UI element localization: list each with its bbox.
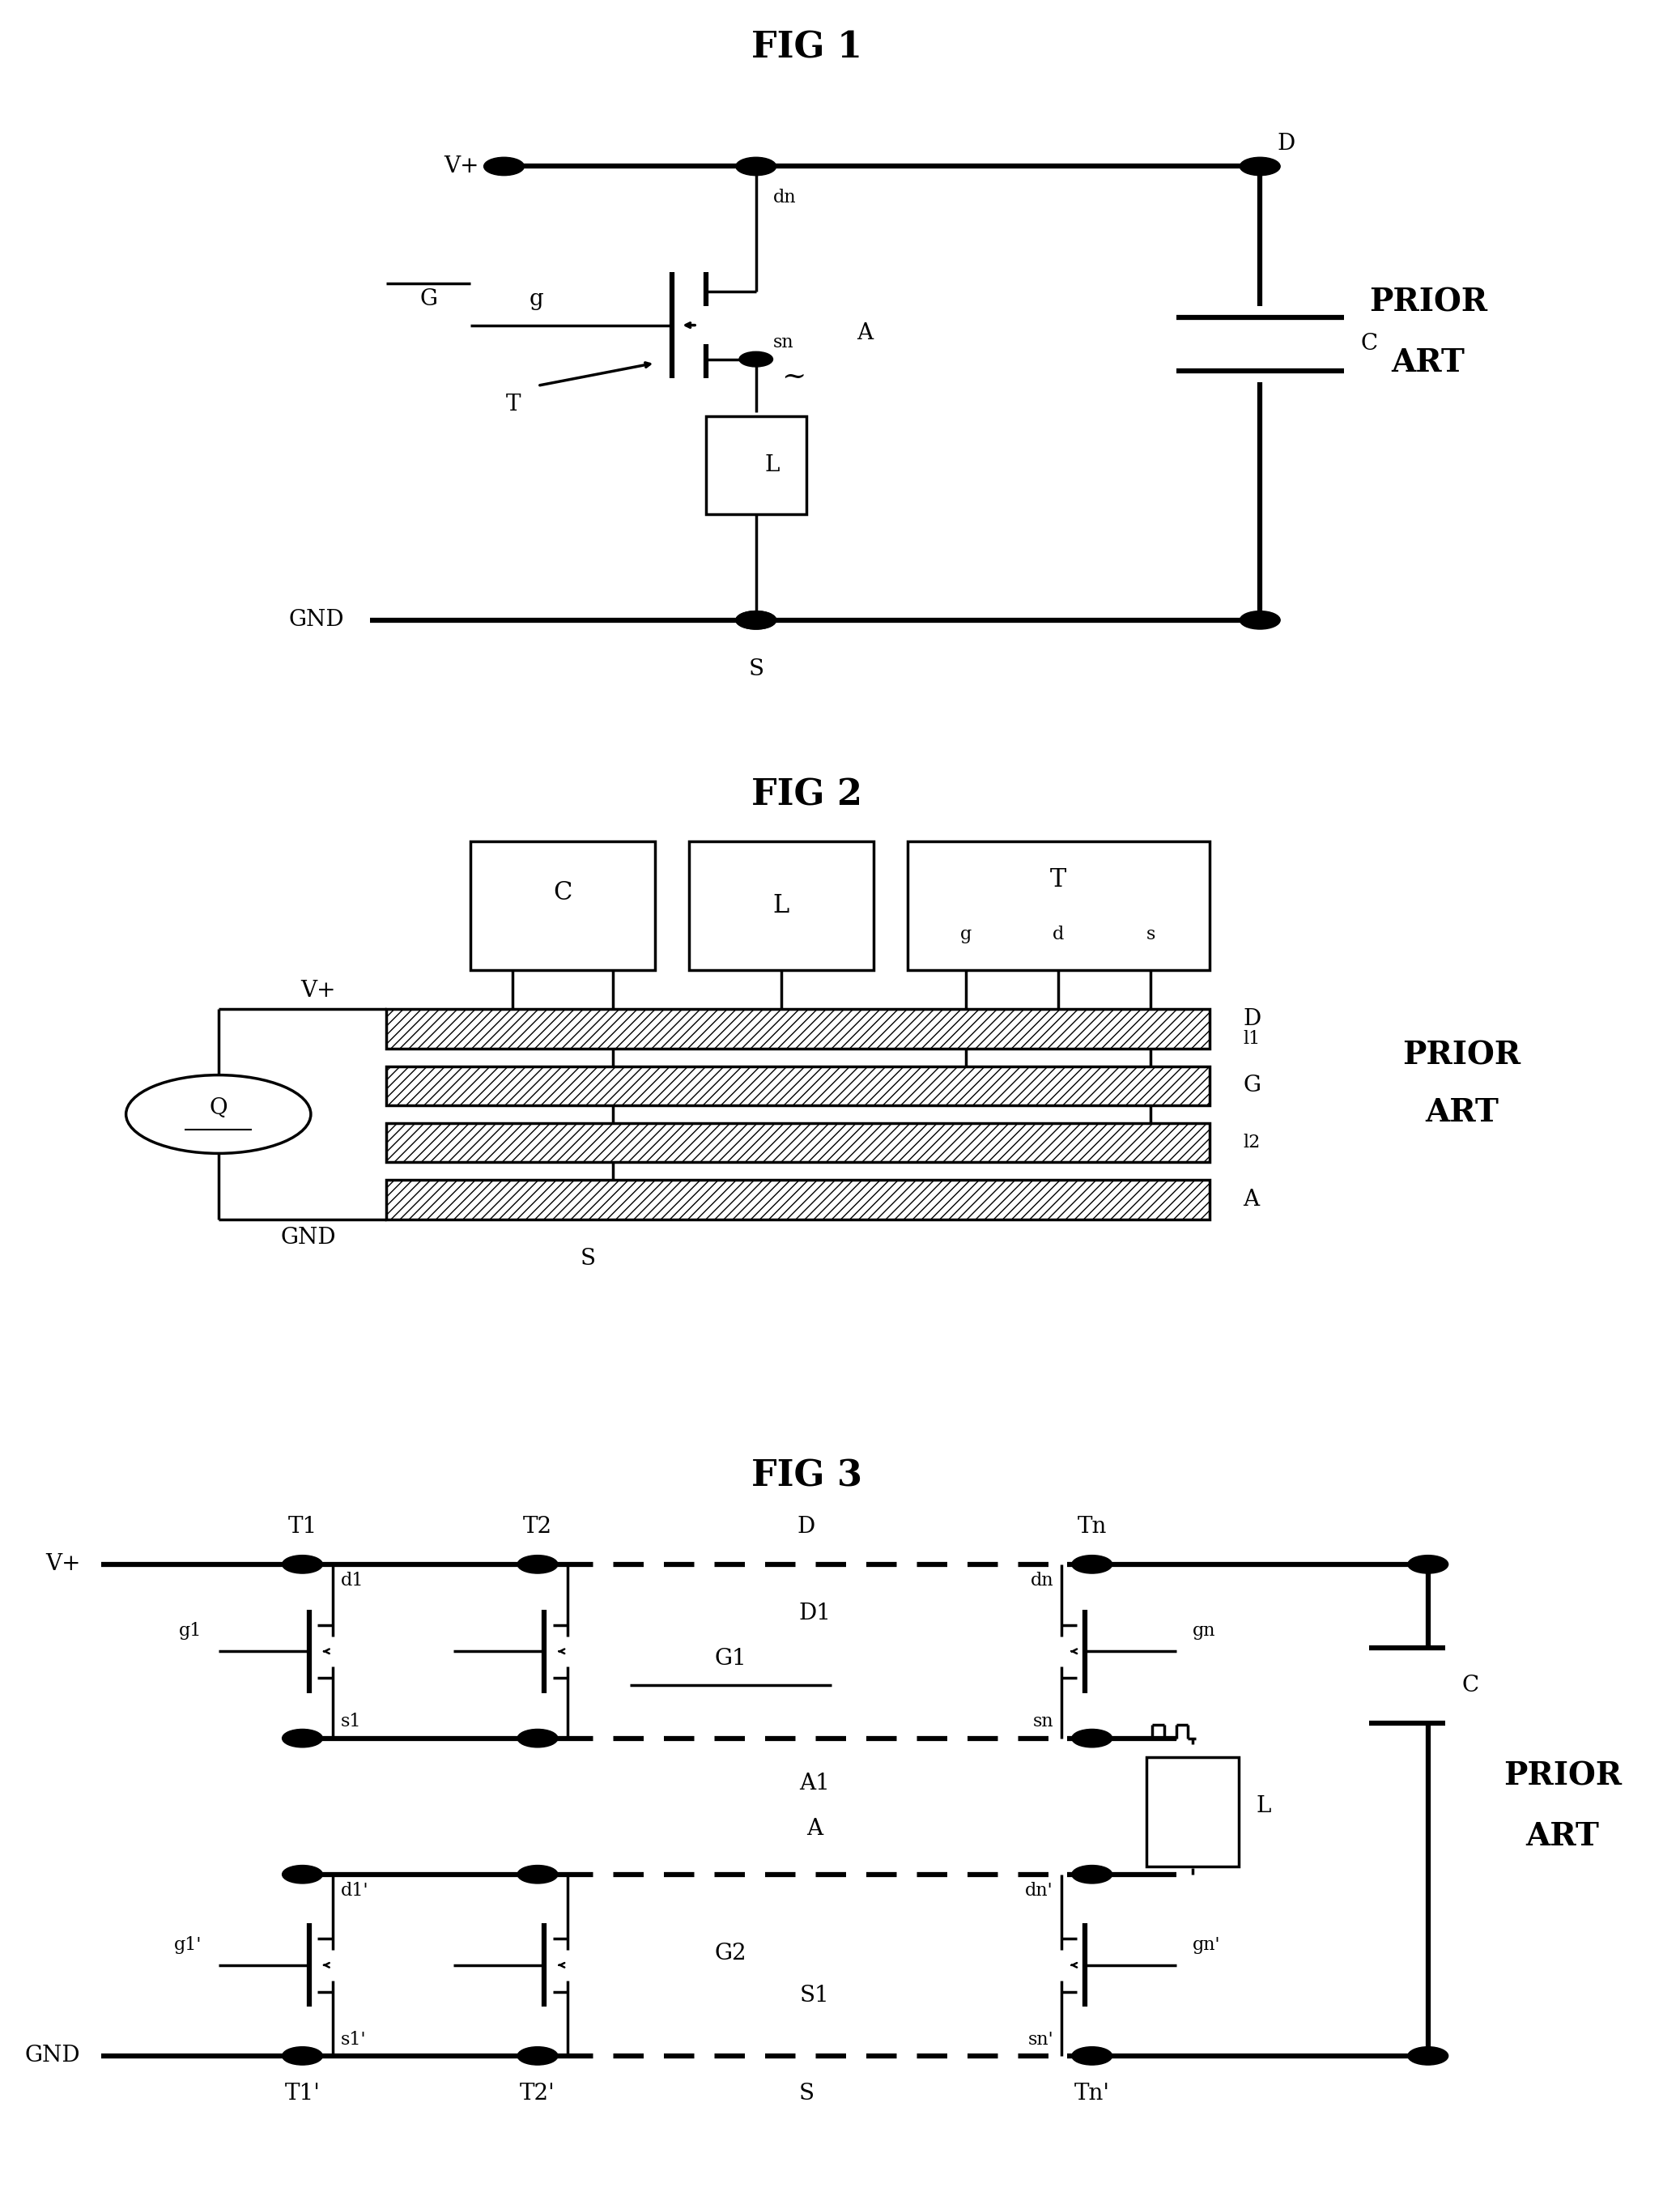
- Bar: [386, 1008, 1210, 1048]
- Text: dn': dn': [1025, 1883, 1053, 1900]
- Circle shape: [484, 158, 524, 175]
- Text: ART: ART: [1525, 1822, 1599, 1852]
- Text: Tn: Tn: [1077, 1517, 1107, 1539]
- Bar: [470, 842, 655, 969]
- Text: g: g: [961, 925, 971, 943]
- Text: FIG 1: FIG 1: [751, 31, 862, 66]
- Circle shape: [282, 2047, 323, 2065]
- Text: T1': T1': [284, 2082, 321, 2104]
- Circle shape: [736, 158, 776, 175]
- Text: G2: G2: [714, 1942, 748, 1964]
- Text: gn: gn: [1193, 1622, 1216, 1640]
- Text: S: S: [580, 1247, 596, 1269]
- Text: G1: G1: [714, 1648, 748, 1670]
- Text: g1: g1: [178, 1622, 202, 1640]
- Bar: [386, 1065, 1210, 1105]
- Circle shape: [517, 1865, 558, 1883]
- Text: Tn': Tn': [1074, 2082, 1110, 2104]
- Text: gn': gn': [1193, 1936, 1221, 1953]
- Text: FIG 3: FIG 3: [751, 1458, 862, 1493]
- Text: S: S: [798, 2082, 815, 2104]
- Text: ART: ART: [1391, 349, 1465, 379]
- Text: A: A: [806, 1817, 823, 1839]
- Text: G: G: [420, 287, 437, 309]
- Text: PRIOR: PRIOR: [1403, 1039, 1520, 1072]
- Text: d1': d1': [341, 1883, 370, 1900]
- Text: g1': g1': [173, 1936, 202, 1953]
- Text: sn: sn: [773, 333, 793, 351]
- Text: FIG 2: FIG 2: [751, 778, 862, 813]
- Text: T: T: [1050, 868, 1067, 892]
- Text: G: G: [1243, 1074, 1262, 1096]
- Text: V+: V+: [301, 980, 336, 1002]
- Text: V+: V+: [45, 1554, 81, 1576]
- Bar: [706, 416, 806, 515]
- Circle shape: [736, 612, 776, 629]
- Text: D1: D1: [798, 1602, 832, 1624]
- Circle shape: [1408, 2047, 1448, 2065]
- Text: dn: dn: [1030, 1572, 1053, 1589]
- Circle shape: [736, 612, 776, 629]
- Text: T: T: [506, 392, 521, 414]
- Text: S1: S1: [800, 1984, 830, 2006]
- Text: V+: V+: [444, 156, 479, 178]
- Text: C: C: [1361, 333, 1378, 355]
- Bar: [386, 1179, 1210, 1219]
- Text: PRIOR: PRIOR: [1369, 287, 1487, 318]
- Text: S: S: [748, 658, 764, 680]
- Text: L: L: [773, 894, 790, 918]
- Text: PRIOR: PRIOR: [1504, 1760, 1621, 1791]
- Text: GND: GND: [289, 609, 344, 631]
- Circle shape: [282, 1865, 323, 1883]
- Text: d1: d1: [341, 1572, 365, 1589]
- Circle shape: [1240, 612, 1280, 629]
- Text: s1: s1: [341, 1712, 361, 1732]
- Bar: [907, 842, 1210, 969]
- Text: A: A: [857, 322, 874, 344]
- Text: g: g: [529, 287, 544, 309]
- Text: s1': s1': [341, 2030, 366, 2047]
- Text: d: d: [1053, 925, 1063, 943]
- Text: C: C: [1462, 1675, 1478, 1697]
- Text: l2: l2: [1243, 1133, 1260, 1151]
- Text: D: D: [1277, 134, 1295, 156]
- Text: GND: GND: [25, 2045, 81, 2067]
- Text: ~: ~: [781, 364, 806, 390]
- Bar: [689, 842, 874, 969]
- Circle shape: [1408, 1556, 1448, 1574]
- Text: sn: sn: [1033, 1712, 1053, 1732]
- Text: T1: T1: [287, 1517, 318, 1539]
- Text: D: D: [1243, 1008, 1262, 1030]
- Text: l1: l1: [1243, 1030, 1260, 1048]
- Circle shape: [282, 1729, 323, 1747]
- Circle shape: [739, 351, 773, 366]
- Circle shape: [517, 1729, 558, 1747]
- Text: s: s: [1146, 925, 1156, 943]
- Circle shape: [1072, 1729, 1112, 1747]
- Text: ART: ART: [1425, 1096, 1499, 1129]
- Text: A: A: [1243, 1188, 1260, 1210]
- Circle shape: [282, 1556, 323, 1574]
- Text: dn: dn: [773, 189, 796, 206]
- Text: D: D: [798, 1517, 815, 1539]
- Circle shape: [1240, 158, 1280, 175]
- Circle shape: [1072, 1865, 1112, 1883]
- Bar: [1146, 1758, 1238, 1868]
- Text: Q: Q: [210, 1098, 227, 1120]
- Circle shape: [517, 1556, 558, 1574]
- Circle shape: [1072, 2047, 1112, 2065]
- Text: A1: A1: [800, 1773, 830, 1795]
- Text: T2: T2: [522, 1517, 553, 1539]
- Text: GND: GND: [281, 1225, 336, 1247]
- Circle shape: [517, 2047, 558, 2065]
- Bar: [386, 1122, 1210, 1162]
- Text: T2': T2': [519, 2082, 556, 2104]
- Text: L: L: [764, 454, 780, 476]
- Text: L: L: [1255, 1795, 1270, 1817]
- Text: sn': sn': [1028, 2030, 1053, 2047]
- Circle shape: [1072, 1556, 1112, 1574]
- Text: C: C: [553, 881, 573, 905]
